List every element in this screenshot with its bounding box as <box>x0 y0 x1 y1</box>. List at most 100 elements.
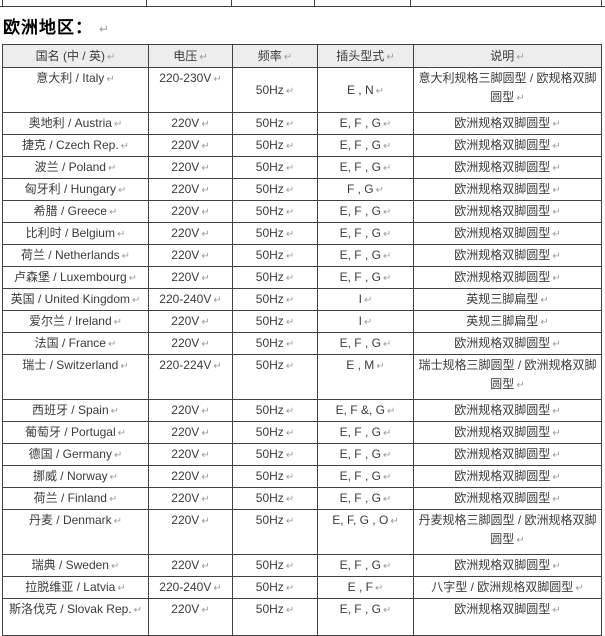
paragraph-mark: ↵ <box>285 207 295 219</box>
previous-table-bottom-edge <box>0 0 605 7</box>
paragraph-mark: ↵ <box>552 141 561 153</box>
frequency-cell: 50Hz ↵ <box>232 112 318 135</box>
plug-text: I <box>358 314 362 329</box>
plug-cell: E , F ↵ <box>317 576 414 599</box>
voltage-text: 220V <box>171 270 200 285</box>
frequency-cell: 50Hz ↵ <box>232 178 318 201</box>
plug-cell: E, F , G ↵ <box>317 598 414 636</box>
voltage-text: 220V <box>171 558 200 573</box>
frequency-text: 50Hz <box>255 314 284 329</box>
plug-text: E, F , G <box>339 602 381 616</box>
paragraph-mark: ↵ <box>120 361 129 372</box>
voltage-text: 220V <box>171 336 200 351</box>
paragraph-mark: ↵ <box>382 450 392 462</box>
voltage-text: 220V <box>171 602 200 616</box>
frequency-text: 50Hz <box>255 270 284 285</box>
paragraph-mark: ↵ <box>201 605 210 616</box>
plug-cell: E, F , G ↵ <box>317 134 414 157</box>
paragraph-mark: ↵ <box>363 295 373 307</box>
paragraph-mark: ↵ <box>107 163 117 175</box>
paragraph-mark: ↵ <box>382 163 392 175</box>
plug-text: E, F , G <box>339 447 381 462</box>
frequency-text: 50Hz <box>255 580 284 595</box>
paragraph-mark: ↵ <box>285 561 295 573</box>
frequency-cell: 50Hz ↵ <box>232 465 318 488</box>
paragraph-mark: ↵ <box>201 163 210 175</box>
voltage-text: 220V <box>171 160 200 175</box>
frequency-cell: 50Hz ↵ <box>232 443 318 466</box>
table-row: 捷克 / Czech Rep. ↵ 220V ↵ 50Hz ↵ E, F , G ↵ 欧洲规格双… <box>2 134 602 157</box>
section-title-row: 欧洲地区： ↵ <box>3 13 109 38</box>
voltage-cell: 220-240V ↵ <box>148 288 233 311</box>
frequency-text: 50Hz <box>255 558 284 573</box>
paragraph-mark: ↵ <box>213 583 222 595</box>
paragraph-mark: ↵ <box>110 561 120 573</box>
paragraph-mark: ↵ <box>552 163 561 175</box>
paragraph-mark: ↵ <box>201 185 210 197</box>
description-cell: 欧洲规格双脚圆型 ↵ <box>413 222 602 245</box>
paragraph-mark: ↵ <box>552 605 561 616</box>
country-cell: 瑞士 / Switzerland ↵ <box>2 354 149 400</box>
paragraph-mark: ↵ <box>201 229 210 241</box>
paragraph-mark: ↵ <box>201 207 210 219</box>
description-cell: 欧洲规格双脚圆型 ↵ <box>413 200 602 223</box>
frequency-cell: 50Hz ↵ <box>232 310 318 333</box>
paragraph-mark: ↵ <box>285 141 295 153</box>
paragraph-mark: ↵ <box>552 561 561 573</box>
voltage-text: 220-240V <box>159 580 212 595</box>
paragraph-mark: ↵ <box>285 583 295 595</box>
country-cell: 捷克 / Czech Rep. ↵ <box>2 134 149 157</box>
voltage-cell: 220V ↵ <box>148 598 233 636</box>
country-cell: 西班牙 / Spain ↵ <box>2 399 149 422</box>
voltage-text: 220V <box>171 182 200 197</box>
plug-cell: E , N ↵ <box>317 67 414 113</box>
voltage-text: 220V <box>171 314 200 329</box>
paragraph-mark: ↵ <box>382 472 392 484</box>
country-text: 奥地利 / Austria <box>28 116 112 131</box>
table-row: 瑞典 / Sweden ↵ 220V ↵ 50Hz ↵ E, F , G ↵ 欧洲规格双脚圆型 ↵ <box>2 554 602 577</box>
description-text: 瑞士规格三脚圆型 / 欧洲规格双脚圆型 <box>418 358 597 391</box>
voltage-cell: 220V ↵ <box>148 244 233 267</box>
country-text: 法国 / France <box>34 336 106 351</box>
frequency-text: 50Hz <box>255 226 284 241</box>
voltage-cell: 220V ↵ <box>148 134 233 157</box>
paragraph-mark: ↵ <box>285 450 295 462</box>
voltage-text: 220V <box>171 425 200 440</box>
table-row: 瑞士 / Switzerland ↵ 220-224V ↵ 50Hz ↵ E , M ↵ 瑞士规… <box>2 354 602 400</box>
table-row: 荷兰 / Netherlands ↵ 220V ↵ 50Hz ↵ E, F , G ↵ 欧洲规格… <box>2 244 602 267</box>
plug-cell: E, F &, G ↵ <box>317 399 414 422</box>
paragraph-mark: ↵ <box>120 141 130 153</box>
table-row: 法国 / France ↵ 220V ↵ 50Hz ↵ E, F , G ↵ 欧洲规格双脚圆型 ↵ <box>2 332 602 355</box>
voltage-text: 220V <box>171 226 200 241</box>
country-text: 德国 / Germany <box>28 447 112 462</box>
description-cell: 八字型 / 欧洲规格双脚圆型 ↵ <box>413 576 602 599</box>
country-text: 波兰 / Poland <box>34 160 106 175</box>
voltage-cell: 220V ↵ <box>148 487 233 510</box>
paragraph-mark: ↵ <box>386 51 395 63</box>
paragraph-mark: ↵ <box>106 74 115 85</box>
frequency-cell: 50Hz ↵ <box>232 332 318 355</box>
paragraph-mark: ↵ <box>516 92 525 104</box>
country-text: 葡萄牙 / Portugal <box>24 425 116 440</box>
country-cell: 意大利 / Italy ↵ <box>2 67 149 113</box>
voltage-cell: 220-230V ↵ <box>148 67 233 113</box>
frequency-cell: 50Hz ↵ <box>232 554 318 577</box>
paragraph-mark: ↵ <box>285 428 295 440</box>
paragraph-mark: ↵ <box>382 561 392 573</box>
country-text: 瑞典 / Sweden <box>31 558 109 573</box>
paragraph-mark: ↵ <box>285 494 295 506</box>
paragraph-mark: ↵ <box>285 406 295 418</box>
description-text: 欧洲规格双脚圆型 <box>454 116 551 131</box>
country-text: 拉脱维亚 / Latvia <box>25 580 116 595</box>
paragraph-mark: ↵ <box>121 251 131 263</box>
frequency-cell: 50Hz ↵ <box>232 67 318 113</box>
description-text: 欧洲规格双脚圆型 <box>454 182 551 197</box>
country-text: 希腊 / Greece <box>33 204 107 219</box>
paragraph-mark: ↵ <box>285 605 295 616</box>
voltage-cell: 220V ↵ <box>148 509 233 555</box>
header-label: 电压 <box>173 48 198 63</box>
country-cell: 爱尔兰 / Ireland ↵ <box>2 310 149 333</box>
plug-text: E, F , G <box>339 116 381 131</box>
description-text: 欧洲规格双脚圆型 <box>454 469 551 484</box>
